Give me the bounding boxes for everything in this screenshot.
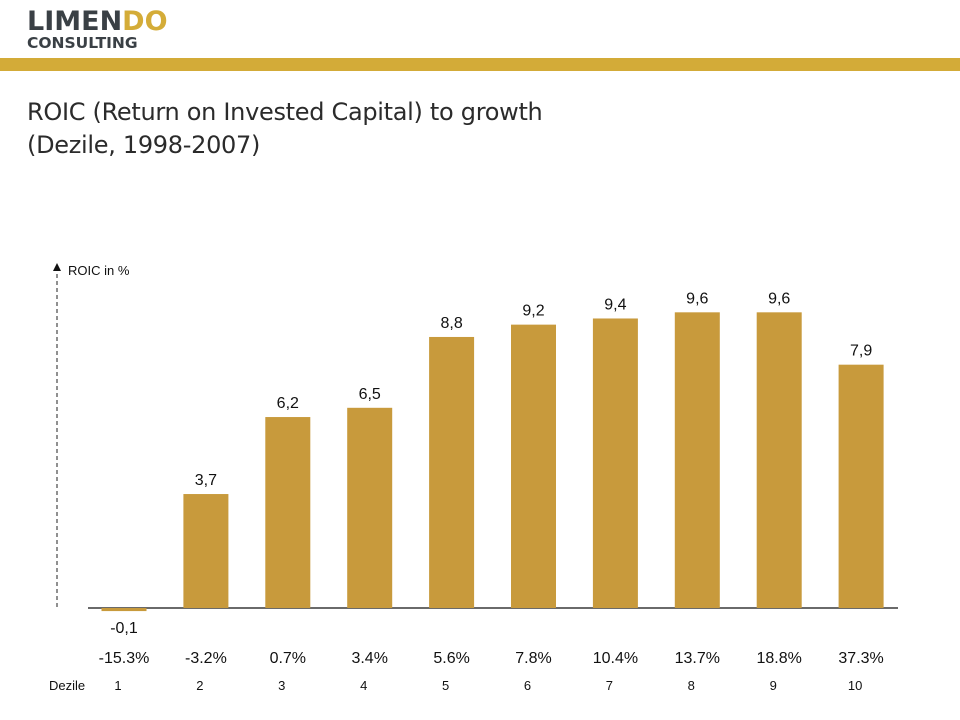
value-label: 9,6 — [686, 290, 708, 307]
category-label: 3 — [278, 678, 285, 693]
category-label: 6 — [524, 678, 531, 693]
growth-label: 18.8% — [757, 650, 802, 667]
growth-label: -15.3% — [99, 650, 150, 667]
category-label: 9 — [770, 678, 777, 693]
logo-wordmark: LIMENDO — [27, 8, 168, 36]
category-label: 4 — [360, 678, 367, 693]
growth-label: 3.4% — [351, 650, 387, 667]
title-line-1: ROIC (Return on Invested Capital) to gro… — [27, 98, 543, 126]
slide-title: ROIC (Return on Invested Capital) to gro… — [27, 96, 543, 162]
logo-text-primary: LIMEN — [27, 6, 123, 37]
growth-label: 37.3% — [838, 650, 883, 667]
logo-text-accent: DO — [122, 6, 168, 37]
bar-dezile-10 — [838, 364, 884, 608]
bar-dezile-7 — [592, 318, 638, 608]
title-line-2: (Dezile, 1998-2007) — [27, 131, 261, 159]
growth-label: 5.6% — [433, 650, 469, 667]
category-label: 8 — [688, 678, 695, 693]
x-axis-label: Dezile — [49, 678, 85, 693]
bar-dezile-3 — [265, 417, 311, 608]
bar-dezile-9 — [756, 312, 802, 608]
growth-label: 7.8% — [515, 650, 551, 667]
value-label: 9,4 — [604, 296, 626, 313]
category-label: 2 — [196, 678, 203, 693]
growth-label: 0.7% — [270, 650, 306, 667]
growth-label: -3.2% — [185, 650, 227, 667]
value-label: 6,5 — [359, 386, 381, 403]
category-label: 10 — [848, 678, 862, 693]
bar-dezile-4 — [347, 407, 393, 608]
bar-dezile-6 — [511, 324, 556, 608]
category-label: 7 — [606, 678, 613, 693]
value-label: 8,8 — [440, 315, 462, 332]
header-band — [0, 58, 960, 71]
bar-dezile-8 — [674, 312, 720, 608]
company-logo: LIMENDO CONSULTING — [27, 8, 168, 51]
growth-label: 10.4% — [593, 650, 638, 667]
logo-subtitle: CONSULTING — [27, 34, 138, 52]
value-label: -0,1 — [110, 620, 138, 637]
bar-dezile-1 — [101, 608, 147, 612]
y-axis-arrow-icon — [53, 263, 61, 271]
bars — [101, 312, 884, 612]
y-axis-label: ROIC in % — [68, 263, 130, 278]
value-label: 9,6 — [768, 290, 790, 307]
category-label: 5 — [442, 678, 449, 693]
bar-dezile-2 — [183, 494, 229, 608]
category-label: 1 — [114, 678, 121, 693]
growth-label: 13.7% — [675, 650, 720, 667]
value-label: 3,7 — [195, 472, 217, 489]
bar-dezile-5 — [429, 336, 475, 608]
growth-labels: -15.3% -3.2% 0.7% 3.4% 5.6% 7.8% 10.4% 13.7% 18.… — [99, 650, 884, 667]
value-labels: -0,1 3,7 6,2 6,5 8,8 9,2 9,4 9,6 9,6 7,9 — [110, 290, 872, 637]
value-label: 7,9 — [850, 343, 872, 360]
value-label: 6,2 — [277, 395, 299, 412]
value-label: 9,2 — [522, 303, 544, 320]
category-labels: 1 2 3 4 5 6 7 8 9 10 — [114, 678, 862, 693]
